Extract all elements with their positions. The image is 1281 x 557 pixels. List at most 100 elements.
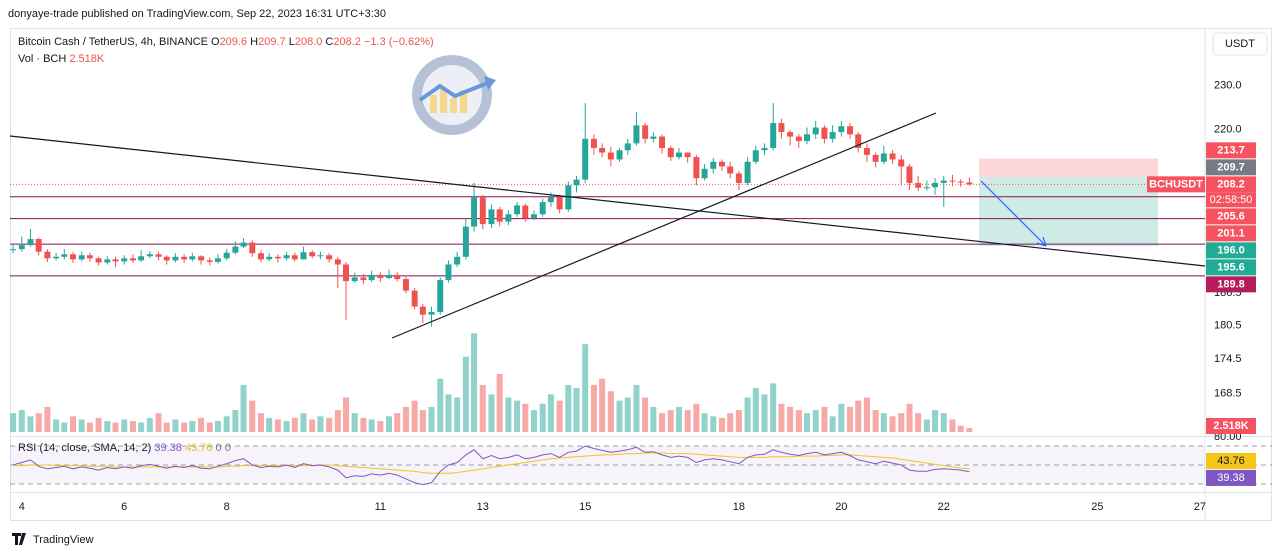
y-tick-label: 230.0: [1214, 80, 1242, 92]
candle-body: [360, 277, 367, 281]
rsi-line: [12, 445, 970, 486]
candle-body: [787, 132, 794, 137]
candle-body: [172, 256, 179, 261]
volume-bar: [86, 422, 93, 432]
volume-bar: [949, 419, 956, 432]
candle-body: [198, 256, 205, 261]
volume-bar: [744, 397, 751, 432]
volume-bar: [770, 383, 777, 432]
plot: [10, 103, 1205, 432]
volume-bar: [684, 410, 691, 432]
volume-bar: [829, 416, 836, 432]
volume-bar: [675, 406, 682, 432]
trend-line: [391, 112, 937, 339]
volume-bar: [966, 428, 973, 432]
x-tick-label: 13: [477, 501, 489, 513]
countdown: 02:58:50: [1210, 194, 1253, 206]
volume-bar: [368, 419, 375, 432]
volume-bar: [522, 403, 529, 432]
candle-body: [735, 173, 742, 183]
ohlc-value: 208.2: [333, 36, 361, 48]
rsi-legend: RSI (14, close, SMA, 14, 2) 39.38 43.76 …: [18, 442, 231, 454]
volume-bar: [437, 378, 444, 432]
candle-body: [53, 256, 60, 259]
price-label: 209.7: [1217, 161, 1245, 173]
volume-bar: [291, 417, 298, 432]
candle-body: [445, 264, 452, 281]
x-tick-label: 22: [938, 501, 950, 513]
volume-bar: [582, 344, 589, 432]
candle-body: [343, 264, 350, 282]
countdown-box: [1206, 192, 1256, 208]
volume-bar: [547, 394, 554, 432]
volume-bar: [787, 406, 794, 432]
volume-bar: [898, 413, 905, 432]
volume-bar: [300, 413, 307, 432]
rsi-sma-value: 43.76: [185, 442, 213, 454]
candle-body: [95, 258, 102, 263]
volume-title: Vol · BCH: [18, 53, 66, 65]
candle-body: [812, 127, 819, 135]
volume-bar: [445, 394, 452, 432]
volume-bar: [146, 417, 153, 432]
candle-body: [847, 126, 854, 135]
candle-body: [163, 256, 170, 261]
y-tick-label: 220.0: [1214, 124, 1242, 136]
candle-body: [232, 246, 239, 253]
symbol-legend: Bitcoin Cash / TetherUS, 4h, BINANCE O20…: [18, 36, 434, 48]
candle-body: [266, 256, 273, 260]
brand-name: TradingView: [33, 534, 94, 546]
volume-bar: [129, 421, 136, 432]
volume-label-box: [1206, 418, 1256, 434]
volume-bar: [35, 413, 42, 432]
y-tick-label: 174.5: [1214, 353, 1242, 365]
volume-bar: [863, 397, 870, 432]
candle-body: [573, 179, 580, 186]
candle-body: [283, 255, 290, 259]
volume-bar: [539, 403, 546, 432]
logo-bar: [460, 90, 467, 113]
volume-bar: [565, 384, 572, 432]
volume-bar: [266, 417, 273, 432]
ohlc-key: L: [289, 36, 295, 48]
candle-body: [112, 259, 119, 262]
candle-body: [855, 134, 862, 148]
candle-body: [770, 123, 777, 148]
price-label: 208.2: [1217, 178, 1245, 190]
candle-body: [78, 255, 85, 260]
candle-body: [539, 202, 546, 215]
volume-bar: [181, 422, 188, 432]
candle-body: [411, 290, 418, 307]
candle-body: [906, 166, 913, 183]
volume-bar: [488, 394, 495, 432]
symbol-label: BCHUSDT: [1149, 178, 1203, 190]
volume-bar: [573, 388, 580, 432]
candle-body: [863, 147, 870, 155]
rsi-extra: 0 0: [216, 442, 231, 454]
candle-body: [556, 197, 563, 210]
volume-bar: [795, 410, 802, 432]
projection-arrow-head: [1036, 236, 1047, 247]
rsi-value: 39.38: [154, 442, 182, 454]
currency-label[interactable]: USDT: [1225, 38, 1255, 50]
volume-bar: [274, 419, 281, 432]
price-label: 213.7: [1217, 144, 1245, 156]
candle-body: [419, 306, 426, 315]
candle-body: [377, 274, 384, 278]
candle-body: [582, 138, 589, 180]
candle-body: [274, 256, 281, 259]
candle-body: [829, 132, 836, 139]
volume-bar: [95, 417, 102, 432]
volume-bar: [44, 406, 51, 432]
candle-body: [70, 254, 77, 260]
candle-body: [121, 258, 128, 262]
price-label-box: [1206, 225, 1256, 242]
currency-button[interactable]: [1212, 32, 1268, 56]
volume-bar: [821, 406, 828, 432]
candle-body: [599, 147, 606, 153]
volume-bar: [377, 421, 384, 432]
volume-bar: [701, 413, 708, 432]
volume-bar: [232, 410, 239, 432]
volume-bar: [778, 403, 785, 432]
candle-body: [804, 134, 811, 142]
